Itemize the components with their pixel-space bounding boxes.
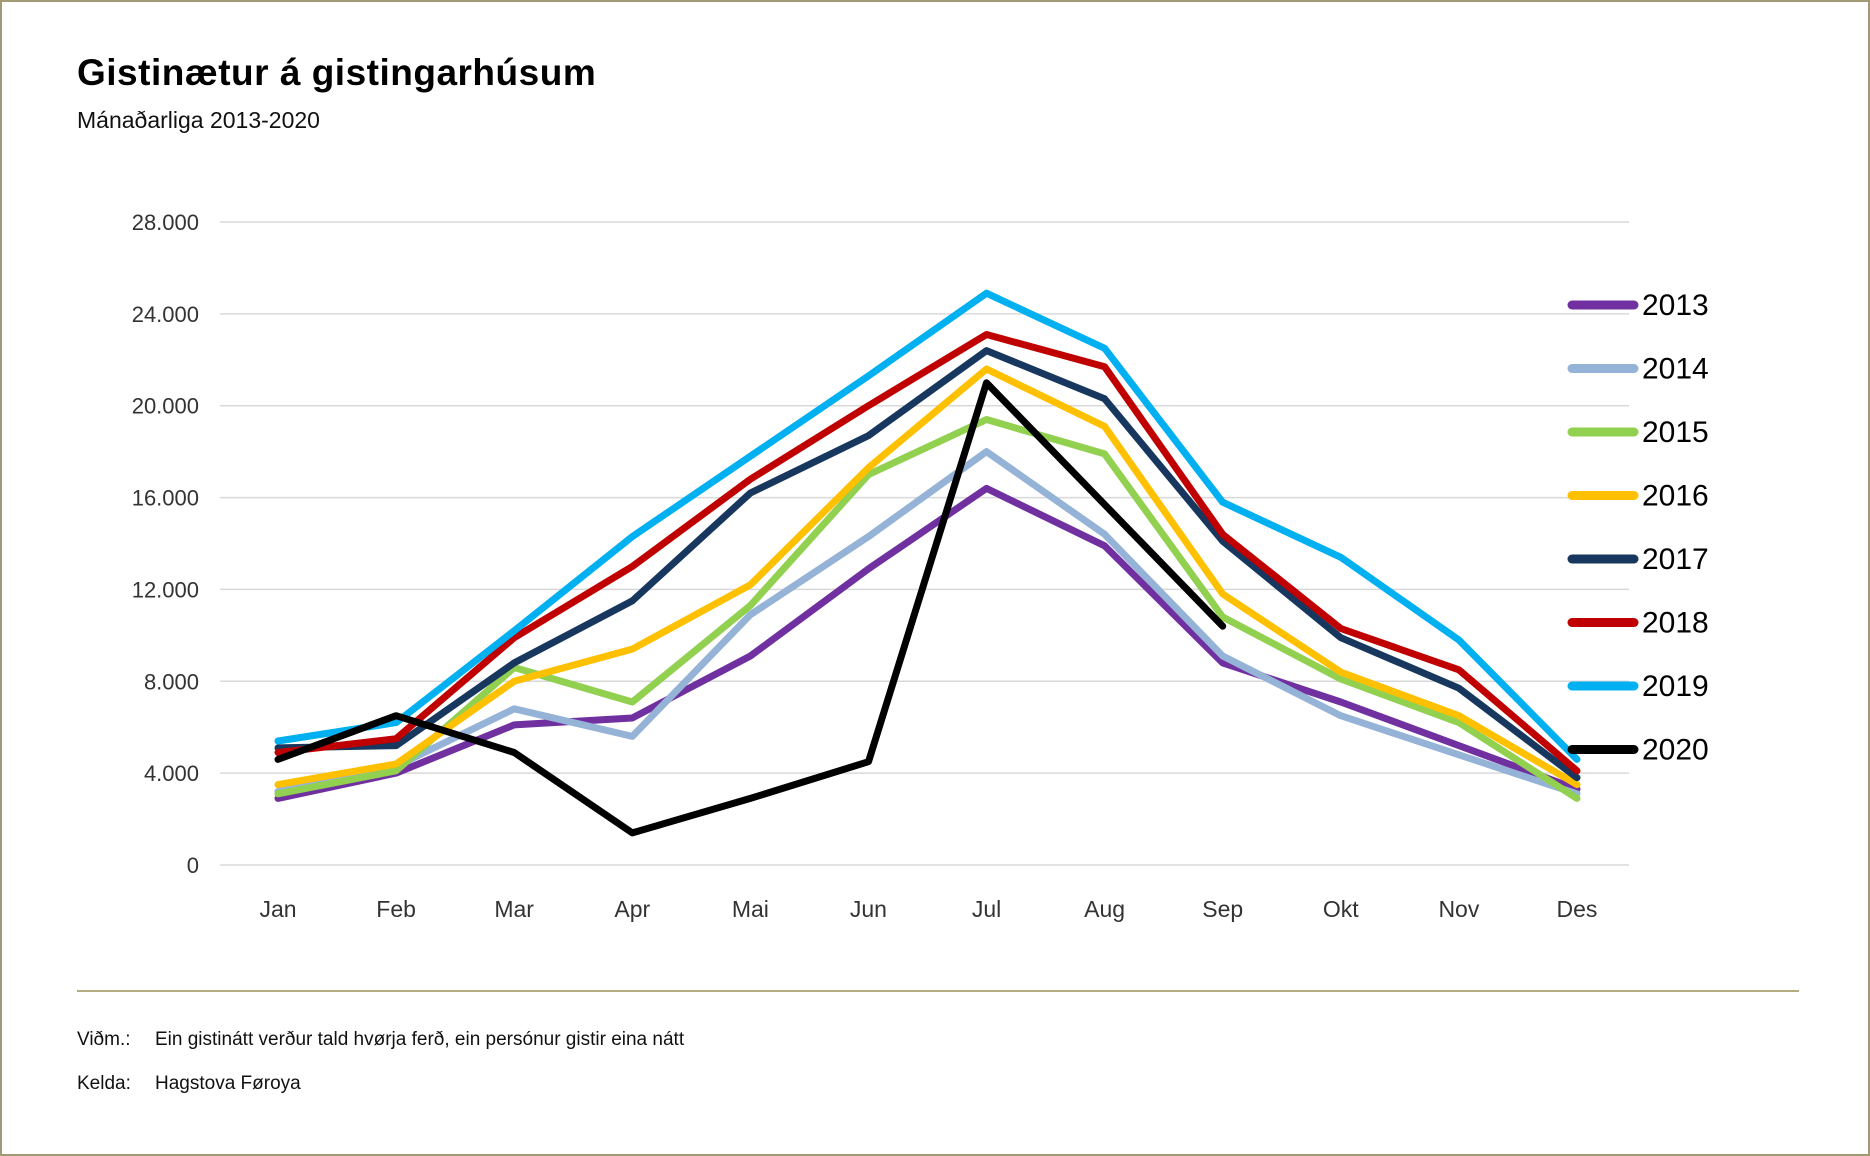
y-axis-tick-label: 0 bbox=[187, 853, 199, 878]
x-axis-month-label: Mai bbox=[732, 896, 769, 922]
series-line-2020 bbox=[274, 379, 1227, 837]
y-axis-tick-label: 28.000 bbox=[132, 210, 199, 235]
series-line-2017 bbox=[274, 347, 1581, 782]
source-row: Kelda: Hagstova Føroya bbox=[77, 1073, 301, 1095]
y-axis-tick-label: 16.000 bbox=[132, 486, 199, 511]
footer-separator bbox=[77, 990, 1799, 992]
legend-label-2015: 2015 bbox=[1642, 416, 1709, 449]
legend-label-2017: 2017 bbox=[1642, 543, 1709, 576]
y-axis-tick-label: 4.000 bbox=[144, 761, 199, 786]
chart-canvas: 0 4.000 8.000 12.000 16.000 20.000 24.000 28.00… bbox=[132, 210, 1709, 922]
series-line-2015 bbox=[274, 416, 1581, 802]
page-title: Gistinætur á gistingarhúsum bbox=[77, 52, 597, 93]
series-line-2013 bbox=[274, 484, 1581, 802]
footnote-label: Viðm.: bbox=[77, 1029, 131, 1050]
footnote-row: Viðm.: Ein gistinátt verður tald hvørja … bbox=[77, 1029, 684, 1051]
legend-label-2020: 2020 bbox=[1642, 734, 1709, 767]
series-line-2019 bbox=[274, 289, 1581, 763]
x-axis-month-label: Jun bbox=[850, 896, 887, 922]
x-axis-month-label: Jan bbox=[259, 896, 296, 922]
page-subtitle: Mánaðarliga 2013-2020 bbox=[77, 107, 320, 133]
series-line-2014 bbox=[274, 448, 1581, 798]
legend-label-2014: 2014 bbox=[1642, 353, 1709, 386]
x-axis-month-label: Okt bbox=[1323, 896, 1359, 922]
x-axis-month-label: Nov bbox=[1438, 896, 1479, 922]
y-axis-tick-label: 8.000 bbox=[144, 669, 199, 694]
legend-label-2019: 2019 bbox=[1642, 670, 1709, 703]
x-axis-month-label: Sep bbox=[1202, 896, 1243, 922]
series-line-2018 bbox=[274, 331, 1581, 775]
x-axis-month-label: Aug bbox=[1084, 896, 1125, 922]
series-line-2016 bbox=[274, 365, 1581, 789]
y-axis-tick-label: 24.000 bbox=[132, 302, 199, 327]
x-axis-month-label: Jul bbox=[972, 896, 1001, 922]
footnote-text: Ein gistinátt verður tald hvørja ferð, e… bbox=[155, 1029, 685, 1050]
legend-label-2018: 2018 bbox=[1642, 607, 1709, 640]
x-axis-month-label: Apr bbox=[614, 896, 650, 922]
y-axis-tick-label: 12.000 bbox=[132, 577, 199, 602]
y-axis-tick-label: 20.000 bbox=[132, 394, 199, 419]
legend-label-2016: 2016 bbox=[1642, 480, 1709, 513]
x-axis-month-label: Feb bbox=[376, 896, 416, 922]
x-axis-month-label: Des bbox=[1557, 896, 1598, 922]
source-label: Kelda: bbox=[77, 1073, 131, 1094]
source-text: Hagstova Føroya bbox=[155, 1073, 301, 1094]
x-axis-month-label: Mar bbox=[494, 896, 534, 922]
legend-label-2013: 2013 bbox=[1642, 289, 1709, 322]
